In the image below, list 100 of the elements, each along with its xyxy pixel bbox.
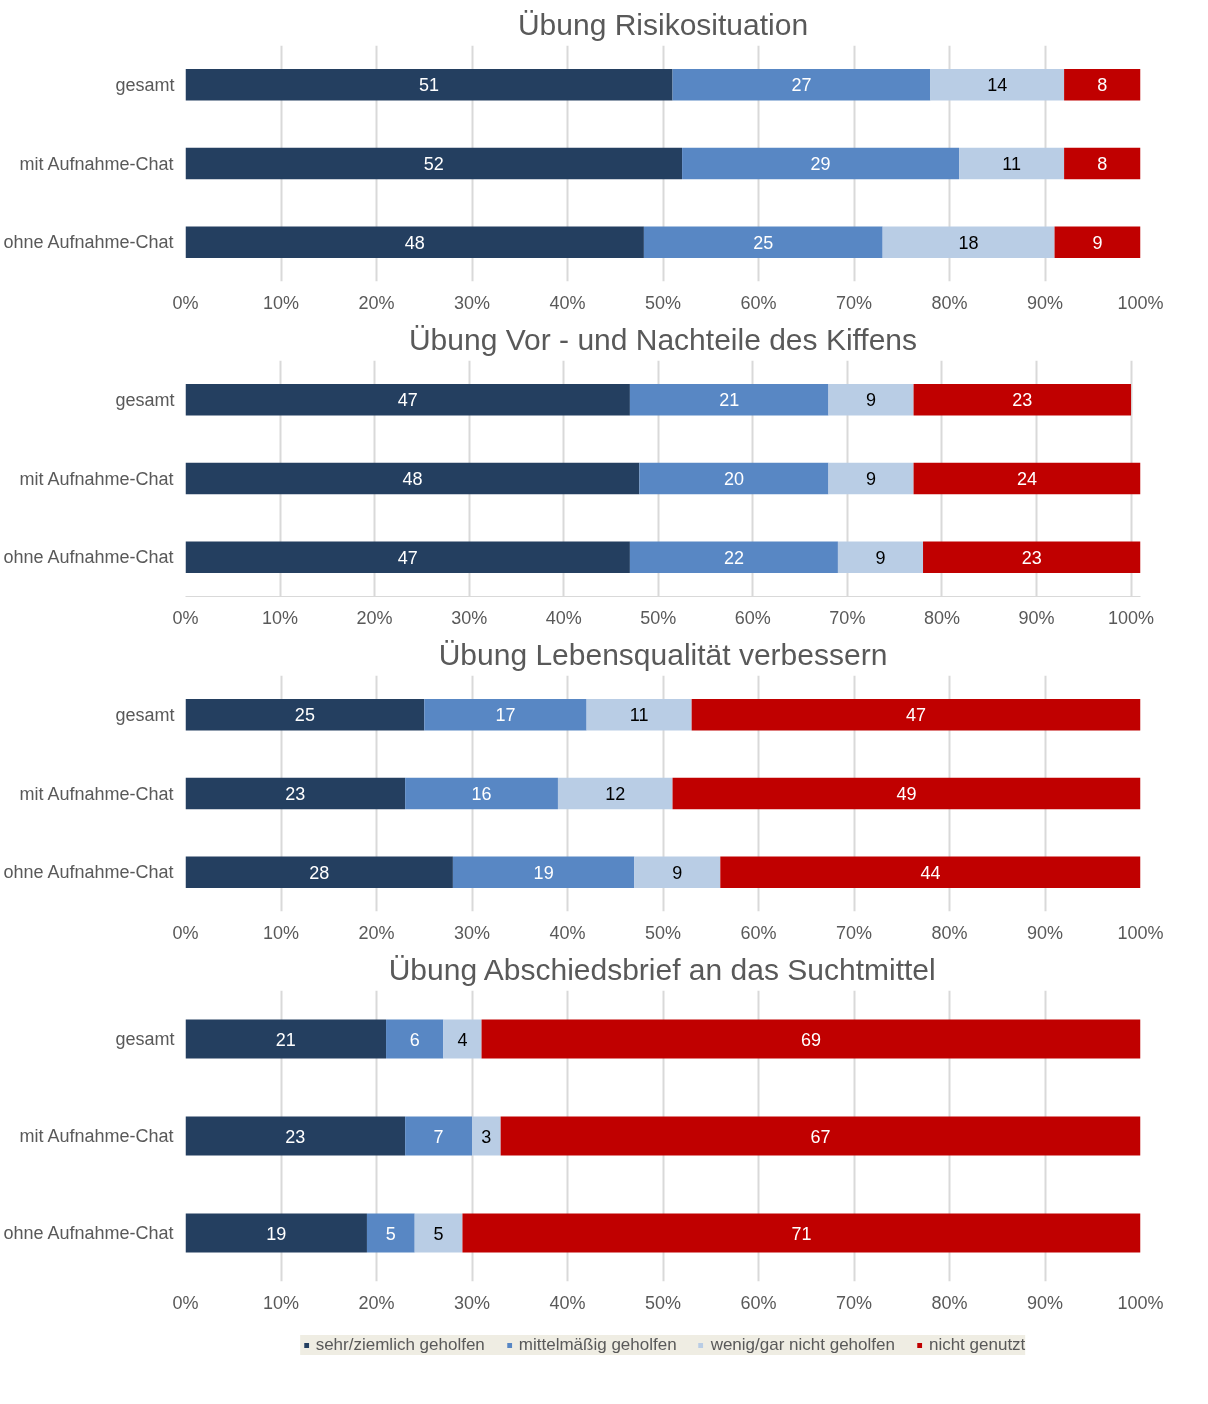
data-label: 9 bbox=[866, 469, 877, 489]
bar bbox=[462, 1213, 1141, 1253]
data-label: 17 bbox=[495, 705, 516, 726]
y-tick-label: ohne Aufnahme-Chat bbox=[3, 1223, 174, 1243]
chart-title: Übung Vor - und Nachteile des Kiffens bbox=[408, 322, 918, 356]
x-tick-label: 60% bbox=[740, 922, 777, 943]
x-tick-label: 70% bbox=[835, 292, 873, 313]
x-tick-label: 90% bbox=[1026, 1292, 1064, 1313]
x-tick-label: 90% bbox=[1026, 292, 1064, 313]
bar bbox=[185, 226, 644, 258]
data-label: 51 bbox=[419, 75, 440, 96]
x-tick-label: 10% bbox=[262, 922, 300, 943]
data-label: 22 bbox=[723, 547, 744, 568]
x-tick-label: 40% bbox=[549, 922, 586, 943]
y-tick-label: gesamt bbox=[115, 1029, 175, 1049]
data-label: 23 bbox=[1021, 547, 1042, 568]
bar bbox=[629, 541, 838, 573]
data-label: 29 bbox=[810, 154, 831, 174]
bar bbox=[643, 226, 883, 258]
x-tick-label: 80% bbox=[931, 292, 968, 313]
legend-label: mittelmäßig geholfen bbox=[518, 1335, 677, 1355]
data-label: 9 bbox=[866, 390, 877, 411]
y-tick-label: mit Aufnahme-Chat bbox=[19, 153, 174, 174]
y-tick-label: ohne Aufnahme-Chat bbox=[3, 862, 174, 883]
bar bbox=[629, 384, 829, 416]
data-label: 16 bbox=[471, 784, 492, 804]
legend-label: nicht genutzt bbox=[928, 1335, 1026, 1355]
bar bbox=[452, 856, 635, 888]
data-label: 47 bbox=[397, 547, 418, 568]
bar bbox=[913, 462, 1141, 495]
bar bbox=[691, 699, 1141, 731]
data-label: 9 bbox=[875, 547, 886, 568]
data-label: 19 bbox=[266, 1223, 287, 1244]
chart-title: Übung Lebensqualität verbessern bbox=[438, 637, 888, 671]
data-label: 48 bbox=[404, 232, 425, 253]
x-tick-label: 40% bbox=[549, 1292, 586, 1313]
bar bbox=[672, 69, 931, 101]
x-tick-label: 0% bbox=[172, 1292, 199, 1313]
bar bbox=[185, 1019, 387, 1059]
bar bbox=[828, 462, 914, 495]
data-label: 4 bbox=[457, 1029, 468, 1050]
data-label: 25 bbox=[294, 705, 315, 726]
data-label: 8 bbox=[1097, 154, 1108, 174]
data-label: 47 bbox=[906, 705, 927, 726]
y-tick-label: mit Aufnahme-Chat bbox=[19, 468, 174, 489]
x-tick-label: 50% bbox=[644, 1292, 682, 1313]
bar bbox=[882, 226, 1055, 258]
x-tick-label: 70% bbox=[835, 1292, 873, 1313]
x-tick-label: 50% bbox=[644, 922, 682, 943]
bar bbox=[424, 699, 587, 731]
bar bbox=[634, 856, 721, 888]
x-tick-label: 100% bbox=[1117, 922, 1164, 943]
x-tick-label: 0% bbox=[172, 292, 199, 313]
bar bbox=[828, 384, 914, 416]
x-tick-label: 70% bbox=[829, 607, 866, 628]
x-tick-label: 60% bbox=[734, 607, 771, 628]
bar bbox=[930, 69, 1065, 101]
x-tick-label: 20% bbox=[358, 922, 395, 943]
x-tick-label: 50% bbox=[640, 607, 677, 628]
bar bbox=[185, 699, 425, 731]
x-tick-label: 60% bbox=[740, 292, 777, 313]
bar bbox=[959, 147, 1065, 180]
data-label: 71 bbox=[791, 1223, 812, 1244]
x-tick-label: 20% bbox=[358, 1292, 395, 1313]
bar bbox=[913, 384, 1132, 416]
bar bbox=[923, 541, 1141, 573]
bar bbox=[837, 541, 924, 573]
x-tick-label: 80% bbox=[923, 607, 960, 628]
bar bbox=[185, 462, 640, 495]
y-tick-label: gesamt bbox=[115, 704, 175, 725]
x-tick-label: 30% bbox=[453, 1292, 491, 1313]
legend-label: wenig/gar nicht geholfen bbox=[710, 1335, 895, 1355]
bar bbox=[185, 384, 630, 416]
bar bbox=[185, 1213, 367, 1253]
x-tick-label: 40% bbox=[545, 607, 582, 628]
y-tick-label: ohne Aufnahme-Chat bbox=[3, 232, 174, 253]
data-label: 69 bbox=[801, 1029, 822, 1050]
x-tick-label: 100% bbox=[1117, 1292, 1164, 1313]
y-tick-label: mit Aufnahme-Chat bbox=[19, 1126, 174, 1146]
data-label: 47 bbox=[397, 390, 418, 411]
data-label: 28 bbox=[309, 862, 330, 883]
x-tick-label: 70% bbox=[835, 922, 873, 943]
bar bbox=[1064, 147, 1141, 180]
data-label: 11 bbox=[1002, 154, 1021, 174]
y-tick-label: gesamt bbox=[115, 74, 175, 95]
data-label: 12 bbox=[605, 784, 626, 804]
legend-label: sehr/ziemlich geholfen bbox=[315, 1335, 485, 1355]
bar bbox=[1054, 226, 1141, 258]
data-label: 19 bbox=[533, 862, 554, 883]
x-tick-label: 0% bbox=[172, 922, 199, 943]
bar bbox=[405, 777, 558, 810]
x-tick-label: 30% bbox=[453, 922, 491, 943]
bar bbox=[443, 1019, 482, 1059]
bar bbox=[185, 147, 683, 180]
bar bbox=[185, 541, 630, 573]
data-label: 27 bbox=[791, 75, 812, 96]
data-label: 48 bbox=[402, 469, 423, 489]
data-label: 18 bbox=[958, 232, 979, 253]
data-label: 24 bbox=[1017, 469, 1038, 489]
x-tick-label: 60% bbox=[740, 1292, 777, 1313]
